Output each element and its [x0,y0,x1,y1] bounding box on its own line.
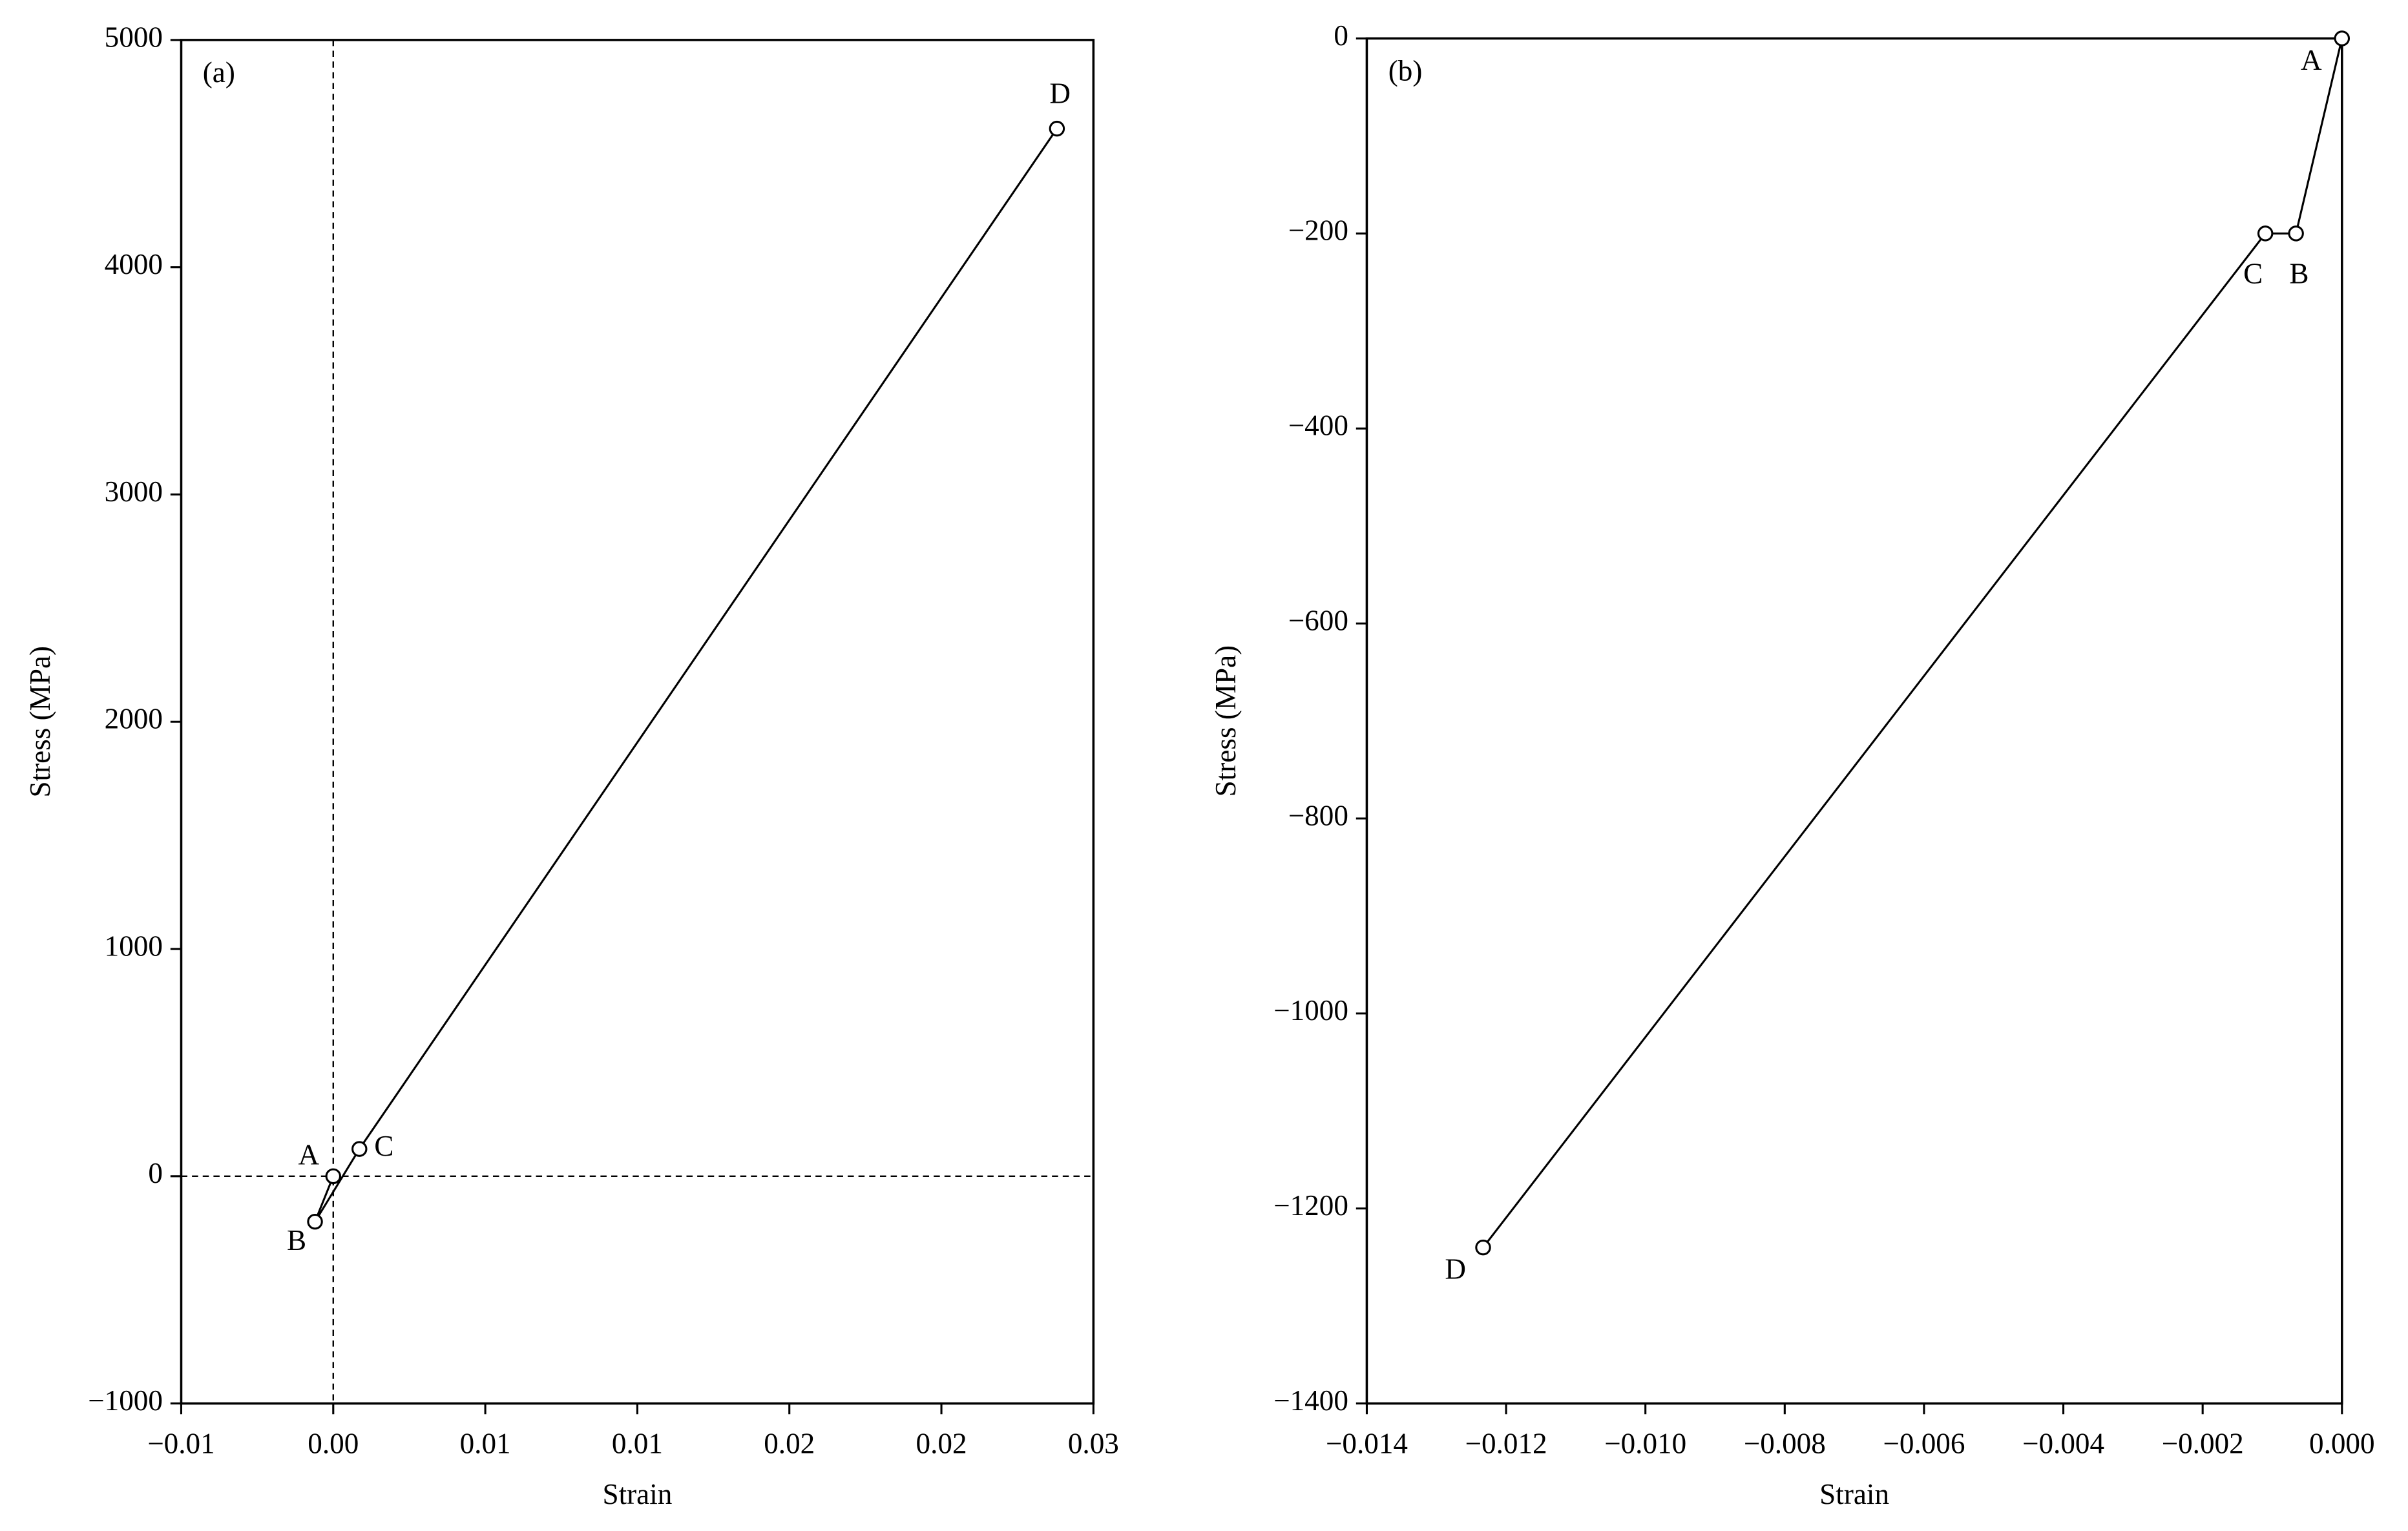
point-label: A [2301,44,2322,76]
x-tick-label: −0.004 [2022,1428,2104,1460]
panel-label: (a) [203,56,235,89]
x-tick-label: −0.002 [2162,1428,2244,1460]
x-tick-label: 0.02 [916,1428,967,1460]
x-tick-label: 0.000 [2309,1428,2375,1460]
data-line [314,128,1058,1222]
y-tick-label: 5000 [105,21,163,53]
y-tick-label: 3000 [105,475,163,508]
data-point [325,1168,342,1185]
y-tick-label: 1000 [105,930,163,962]
x-tick-label: 0.02 [764,1428,815,1460]
y-tick-label: −200 [1288,214,1348,247]
x-tick-label: −0.01 [147,1428,215,1460]
y-tick-label: 2000 [105,703,163,735]
y-tick-label: −800 [1288,799,1348,831]
y-tick-label: −400 [1288,410,1348,442]
point-label: A [298,1139,319,1171]
data-point [2288,225,2304,242]
x-tick-label: −0.010 [1604,1428,1686,1460]
point-label: D [1445,1253,1466,1286]
data-point [2257,225,2274,242]
y-axis-label: Stress (MPa) [24,646,56,798]
data-point [1475,1239,1491,1256]
y-tick-label: −600 [1288,604,1348,636]
x-tick-label: −0.012 [1465,1428,1547,1460]
x-tick-label: −0.014 [1326,1428,1408,1460]
x-tick-label: 0.01 [460,1428,511,1460]
y-tick-label: −1000 [1273,994,1348,1026]
y-tick-label: −1000 [88,1384,163,1417]
y-tick-label: 0 [148,1157,163,1189]
plot-frame [180,39,1095,1405]
point-label: C [374,1130,393,1162]
x-tick-label: 0.00 [308,1428,359,1460]
y-tick-label: −1400 [1273,1384,1348,1417]
x-tick-label: 0.03 [1068,1428,1119,1460]
y-axis-label: Stress (MPa) [1209,645,1242,797]
data-point [307,1213,323,1230]
point-label: B [2289,257,2309,289]
point-label: B [287,1224,306,1256]
panel-label: (b) [1388,55,1423,87]
x-axis-label: Strain [602,1478,672,1510]
x-tick-label: −0.006 [1883,1428,1965,1460]
y-tick-label: 4000 [105,248,163,280]
point-label: D [1049,78,1071,110]
y-tick-label: −1200 [1273,1189,1348,1222]
point-label: C [2243,257,2263,289]
plot-frame [1365,37,2343,1405]
data-point [351,1141,368,1157]
y-tick-label: 0 [1334,19,1348,52]
data-line [1482,38,2343,1249]
x-axis-label: Strain [1819,1478,1889,1510]
x-tick-label: 0.01 [612,1428,663,1460]
data-point [2334,30,2350,47]
x-tick-label: −0.008 [1744,1428,1826,1460]
data-point [1049,120,1065,137]
